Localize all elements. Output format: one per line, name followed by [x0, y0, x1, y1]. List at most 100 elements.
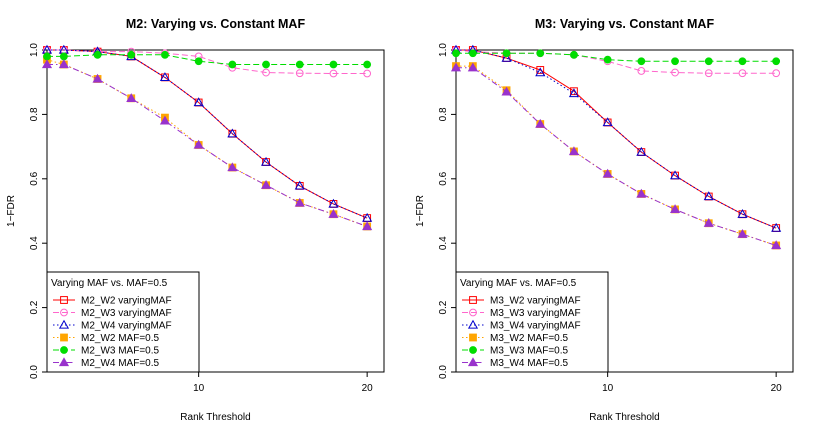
series-line [456, 65, 777, 246]
data-point [363, 69, 372, 78]
data-point [570, 50, 578, 59]
data-point [43, 52, 51, 61]
series-line [456, 49, 777, 229]
data-point [362, 221, 373, 231]
legend-marker [469, 296, 477, 304]
data-point [329, 60, 338, 69]
legend-marker [467, 319, 479, 329]
series-5 [43, 50, 372, 69]
data-point [126, 93, 137, 102]
legend-entry: M3_W2 MAF=0.5 [490, 333, 569, 344]
data-point [59, 52, 68, 61]
legend-marker [58, 319, 70, 329]
data-point [636, 188, 647, 198]
chart-panel-1: M2: Varying vs. Constant MAF 0.0 0.2 0.4 0.6… [6, 17, 385, 423]
data-point [772, 69, 781, 78]
legend-marker [60, 308, 68, 317]
legend-marker [469, 308, 477, 317]
legend-entry: M2_W3 MAF=0.5 [81, 346, 160, 357]
data-point [468, 49, 477, 58]
data-point [262, 60, 270, 69]
chart-title: M2: Varying vs. Constant MAF [126, 17, 306, 31]
series-line [456, 49, 777, 229]
data-point [294, 197, 305, 207]
series-line [47, 49, 368, 74]
data-point [295, 69, 304, 78]
series-4 [452, 62, 781, 250]
data-point [329, 69, 338, 78]
legend-entry: M3_W2 varyingMAF [490, 296, 581, 307]
data-point [228, 60, 237, 69]
y-tick-label: 0.2 [438, 300, 449, 314]
data-point [671, 68, 679, 77]
series-1 [452, 46, 781, 232]
y-tick-label: 0.8 [438, 107, 449, 121]
data-point [328, 198, 339, 208]
series-line [456, 67, 777, 246]
data-point [703, 218, 714, 227]
data-point [260, 180, 272, 189]
x-axis-label: Rank Threshold [589, 412, 659, 423]
data-point [738, 69, 747, 78]
y-tick-label: 0.8 [29, 107, 40, 121]
series-4 [43, 55, 372, 231]
data-point [603, 55, 612, 64]
y-tick-label: 0.4 [29, 236, 40, 250]
series-line [46, 59, 368, 227]
data-point [501, 86, 512, 96]
data-point [771, 240, 782, 250]
data-point [294, 180, 305, 190]
data-point [671, 57, 679, 66]
legend: Varying MAF vs. MAF=0.5M2_W2 varyingMAFM… [46, 271, 200, 373]
legend-marker [467, 357, 479, 367]
data-point [536, 66, 545, 74]
legend-box [455, 271, 609, 373]
data-point [602, 117, 613, 127]
legend-entry: M3_W3 varyingMAF [490, 308, 581, 319]
legend-entry: M3_W4 varyingMAF [490, 321, 581, 332]
y-tick-label: 0.4 [438, 236, 449, 250]
series-line [455, 49, 777, 74]
data-point [127, 50, 136, 59]
data-point [703, 191, 714, 201]
data-point [194, 57, 203, 66]
data-point [637, 57, 646, 66]
plot-frame [455, 49, 794, 373]
x-tick-label: 10 [193, 383, 205, 394]
legend-marker [60, 346, 68, 354]
data-point [193, 139, 204, 149]
legend-entry: M2_W3 varyingMAF [81, 308, 172, 319]
data-point [535, 118, 546, 128]
data-point [93, 50, 102, 59]
data-point [771, 222, 782, 232]
y-tick-label: 0.0 [29, 365, 40, 379]
data-point [362, 212, 373, 222]
data-point [260, 156, 272, 166]
data-point [568, 88, 580, 98]
chart-panel-2: M3: Varying vs. Constant MAF 0.0 0.2 0.4 0.6… [415, 17, 794, 423]
legend-entry: M2_W4 varyingMAF [81, 321, 172, 332]
data-point [772, 57, 781, 66]
legend-title: Varying MAF vs. MAF=0.5 [51, 278, 168, 289]
series-line [456, 52, 777, 62]
y-tick-label: 0.6 [29, 171, 40, 185]
legend-marker [469, 346, 477, 354]
data-point [636, 146, 647, 156]
series-line [47, 64, 368, 227]
series-5 [452, 49, 781, 66]
legend-marker [469, 333, 477, 342]
y-axis-label: 1−FDR [415, 195, 426, 227]
data-point [58, 59, 69, 69]
y-tick-label: 0.2 [29, 300, 40, 314]
data-point [363, 60, 372, 69]
data-point [328, 209, 339, 218]
series-1 [43, 46, 372, 222]
data-point [738, 57, 747, 66]
legend-entry: M3_W3 MAF=0.5 [490, 346, 569, 357]
data-point [227, 128, 238, 138]
legend-marker [60, 333, 68, 342]
series-3 [450, 44, 782, 232]
series-line [47, 54, 368, 65]
data-point [41, 59, 53, 69]
